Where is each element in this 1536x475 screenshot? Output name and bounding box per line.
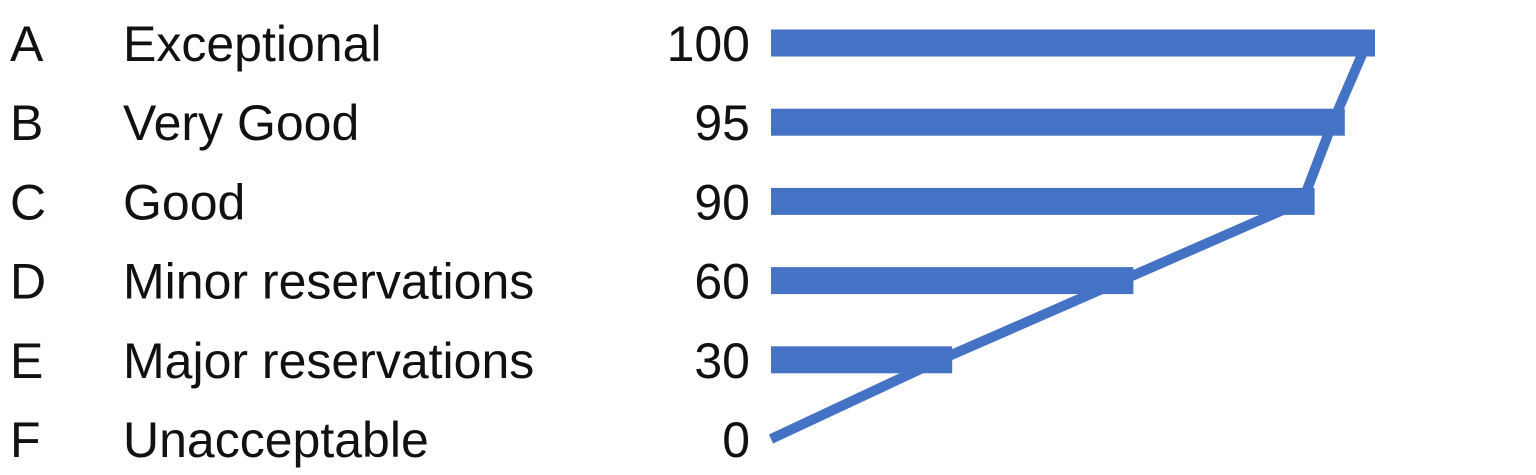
- value-label: 0: [722, 412, 750, 468]
- category-label: E: [10, 333, 43, 389]
- category-label: A: [10, 16, 44, 72]
- bar: [771, 108, 1345, 136]
- category-label: D: [10, 254, 46, 310]
- trend-line: [768, 41, 1372, 444]
- category-description: Major reservations: [123, 333, 534, 389]
- category-description: Exceptional: [123, 16, 382, 72]
- bar: [771, 267, 1134, 295]
- value-label: 100: [667, 16, 750, 72]
- bar: [771, 187, 1315, 215]
- bars-group: [771, 29, 1375, 374]
- category-description: Unacceptable: [123, 412, 429, 468]
- labels-group: A Exceptional 100 B Very Good 95 C Good 90 D Minor…: [10, 16, 750, 468]
- category-label: B: [10, 95, 43, 151]
- category-label: F: [10, 412, 41, 468]
- category-description: Good: [123, 174, 245, 230]
- category-label: C: [10, 174, 46, 230]
- bar: [771, 29, 1375, 57]
- value-label: 30: [694, 333, 750, 389]
- category-description: Very Good: [123, 95, 359, 151]
- value-label: 60: [694, 254, 750, 310]
- category-description: Minor reservations: [123, 254, 534, 310]
- value-label: 95: [694, 95, 750, 151]
- value-label: 90: [694, 174, 750, 230]
